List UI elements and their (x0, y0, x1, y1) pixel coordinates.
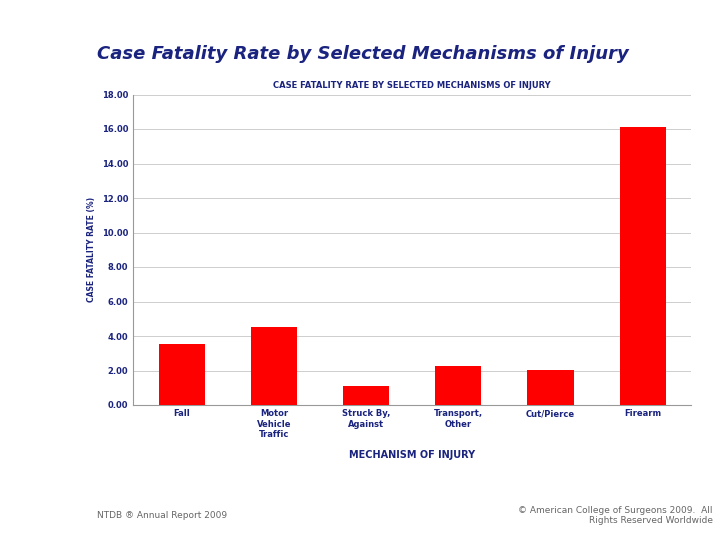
Title: CASE FATALITY RATE BY SELECTED MECHANISMS OF INJURY: CASE FATALITY RATE BY SELECTED MECHANISM… (274, 80, 551, 90)
Text: Case Fatality Rate by Selected Mechanisms of Injury: Case Fatality Rate by Selected Mechanism… (97, 45, 629, 63)
Y-axis label: CASE FATALITY RATE (%): CASE FATALITY RATE (%) (87, 197, 96, 302)
Bar (158, 344, 204, 405)
Bar (436, 366, 482, 405)
Bar (528, 370, 574, 405)
Bar (343, 386, 389, 405)
Text: Figure: Figure (50, 54, 78, 63)
Text: NTDB ® Annual Report 2009: NTDB ® Annual Report 2009 (97, 511, 228, 520)
Text: © American College of Surgeons 2009.  All
Rights Reserved Worldwide: © American College of Surgeons 2009. All… (518, 506, 713, 525)
Bar (620, 127, 666, 405)
Text: 18 B: 18 B (55, 69, 73, 78)
X-axis label: MECHANISM OF INJURY: MECHANISM OF INJURY (349, 450, 475, 460)
Bar (251, 327, 297, 405)
